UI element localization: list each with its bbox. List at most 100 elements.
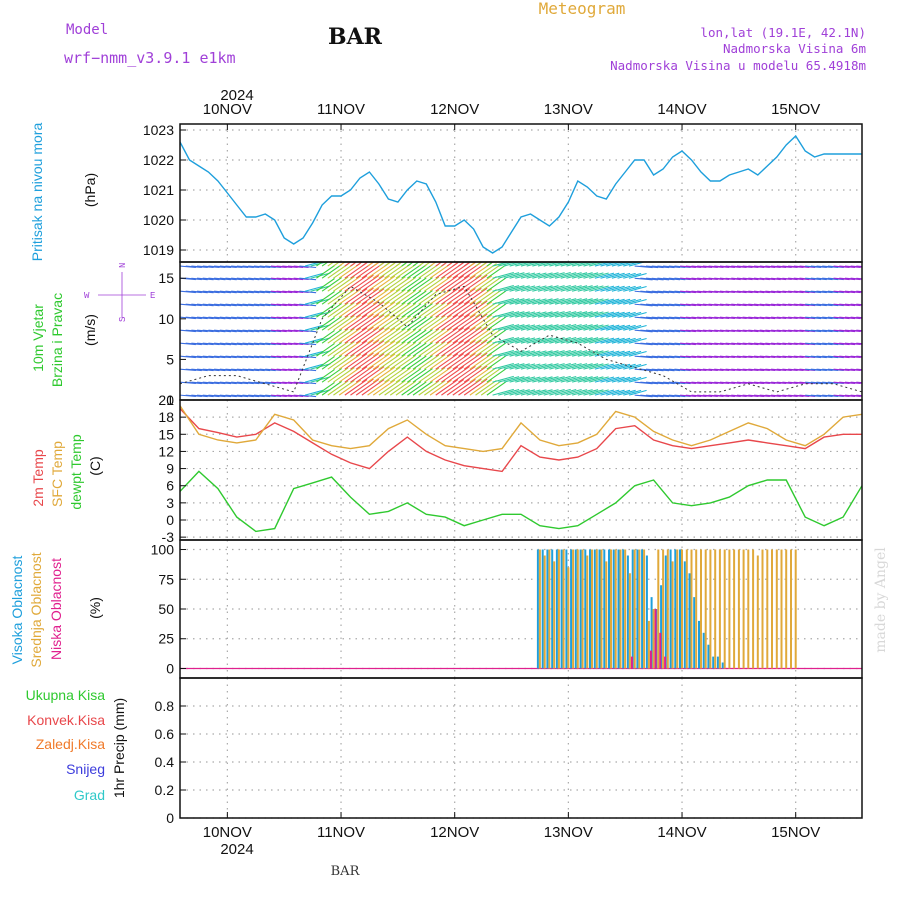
wind-barb [560, 324, 582, 331]
wind-barb [299, 277, 317, 281]
wind-barb [463, 313, 488, 331]
wind-barb [480, 328, 502, 344]
wind-barb [480, 315, 502, 331]
x-tick-label-bottom: 13NOV [544, 824, 593, 841]
wind-barb [407, 277, 427, 292]
wind-barb [338, 366, 362, 383]
precip-units-label: 1hr Precip (mm) [111, 698, 127, 798]
wind-barb [412, 264, 433, 279]
wind-barb [594, 272, 615, 279]
wind-barb [299, 316, 317, 320]
wind-barb [594, 389, 615, 396]
x-tick-label-top: 11NOV [317, 101, 365, 118]
wind-barb [543, 311, 565, 318]
wind-barb [583, 272, 604, 279]
compass-east: E [150, 291, 155, 301]
wind-barb [367, 288, 390, 305]
y-tick-label: 15 [158, 270, 174, 286]
wind-barb [498, 388, 520, 396]
wind-barb [458, 339, 482, 357]
x-tick-label-top: 10NOV [203, 101, 252, 118]
wind-barb [532, 324, 553, 331]
series-layer [180, 134, 862, 670]
wind-barb [526, 272, 547, 279]
wind-barb [384, 276, 406, 292]
wind-barb [480, 263, 502, 279]
compass-rose: W E N S [84, 263, 155, 322]
wind-barb [452, 262, 460, 267]
wind-barb [463, 262, 471, 267]
wind-barb [498, 311, 520, 318]
wind-barb [429, 340, 452, 357]
wind-barb [367, 379, 390, 396]
wind-barb [480, 367, 502, 383]
wind-barb [469, 379, 493, 396]
wind-barb [469, 314, 493, 331]
wind-barb [355, 352, 380, 370]
wind-barb [441, 366, 465, 383]
wind-barb [344, 327, 368, 344]
wind-barb [589, 262, 607, 267]
wind-barb [856, 355, 862, 358]
wind-barb [435, 301, 459, 318]
wind-barb [554, 285, 577, 292]
wind-barb [606, 337, 625, 344]
wind-barb [458, 300, 482, 318]
wind-barb [389, 289, 411, 305]
wind-barb [572, 363, 593, 370]
x-tick-label-top: 14NOV [657, 101, 706, 118]
wind-barb [623, 337, 642, 344]
wind-barb [463, 326, 488, 344]
wind-barb [572, 324, 593, 331]
wind-barb [327, 328, 349, 344]
wind-barb [316, 278, 335, 292]
wind-barb [543, 363, 565, 370]
wind-barb [509, 311, 530, 318]
wind-barb [372, 327, 396, 344]
wind-barb [628, 285, 647, 292]
wind-barb [577, 337, 599, 344]
wind-barb [594, 262, 613, 267]
y-tick-label: 6 [166, 478, 174, 494]
wind-barb [435, 366, 459, 383]
wind-barb [486, 264, 507, 279]
wind-barb [549, 284, 571, 292]
wind-barb [384, 289, 406, 305]
wind-barb [623, 324, 642, 331]
x-tick-label-top: 12NOV [430, 101, 479, 118]
wind-barb [384, 341, 406, 357]
wind-barb [424, 380, 446, 396]
wind-barb [509, 285, 530, 292]
wind-barb [594, 363, 615, 370]
wind-barb [350, 365, 374, 383]
wind-barb [401, 355, 422, 370]
wind-barb [537, 350, 559, 357]
wind-barb [441, 262, 449, 267]
wind-barb [418, 315, 440, 331]
wind-barb [515, 262, 533, 267]
wind-barb [554, 311, 577, 318]
location-coords: lon,lat (19.1E, 42.1N) [700, 25, 866, 40]
wind-barb [572, 272, 593, 279]
y-tick-label: -3 [162, 529, 175, 545]
wind-barb [316, 381, 335, 396]
wind-barb [589, 376, 609, 383]
wind-barb [469, 353, 493, 370]
wind-barb [412, 290, 433, 305]
wind-barb [526, 350, 547, 357]
wind-barb [407, 329, 427, 344]
wind-barb [435, 353, 459, 370]
wind-barb [407, 264, 427, 279]
wind-barb [475, 379, 497, 396]
wind-barb [316, 291, 335, 305]
wind-barb [554, 388, 577, 396]
wind-barb [515, 311, 536, 318]
y-tick-label: 1023 [143, 122, 174, 138]
wind-barb [475, 315, 497, 331]
wind-barb [549, 349, 571, 357]
wind-barb [492, 349, 514, 357]
wind-barb [498, 272, 520, 279]
wind-barb [424, 302, 446, 318]
wind-barb [463, 287, 488, 305]
